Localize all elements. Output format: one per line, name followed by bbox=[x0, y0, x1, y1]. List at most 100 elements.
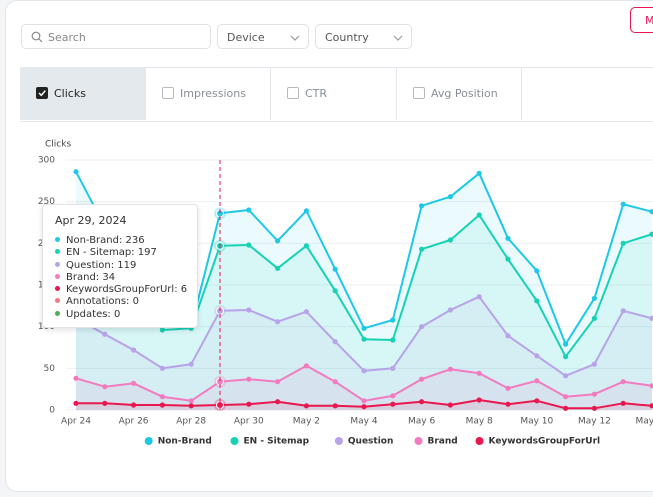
data-point bbox=[332, 379, 338, 385]
data-point bbox=[649, 315, 653, 321]
data-point bbox=[102, 400, 108, 406]
tooltip-text: Updates: 0 bbox=[66, 308, 121, 320]
x-tick-label: May 6 bbox=[408, 417, 435, 427]
x-tick-label: May 8 bbox=[466, 417, 493, 427]
data-point bbox=[131, 347, 137, 353]
data-point bbox=[447, 402, 453, 408]
x-tick-label: Apr 30 bbox=[234, 417, 264, 427]
device-dropdown[interactable]: Device bbox=[217, 24, 309, 49]
data-point bbox=[102, 331, 108, 337]
data-point bbox=[361, 398, 367, 404]
data-point bbox=[275, 379, 281, 385]
tooltip-text: Non-Brand: 236 bbox=[66, 235, 145, 246]
legend-label: Brand bbox=[428, 437, 458, 447]
legend-label: KeywordsGroupForUrl bbox=[489, 437, 601, 447]
data-point bbox=[591, 405, 598, 411]
legend-marker bbox=[414, 437, 423, 445]
tab-ctr[interactable]: CTR bbox=[271, 67, 397, 120]
data-point bbox=[73, 375, 79, 381]
y-tick-label: 250 bbox=[38, 197, 55, 207]
data-point bbox=[505, 385, 511, 391]
tooltip-title: Apr 29, 2024 bbox=[55, 214, 127, 227]
tab-impressions[interactable]: Impressions bbox=[146, 67, 271, 120]
data-point bbox=[534, 398, 540, 404]
data-point bbox=[476, 294, 482, 300]
checkbox bbox=[162, 87, 174, 99]
data-point bbox=[620, 308, 626, 314]
data-point bbox=[275, 319, 281, 325]
legend-label: Non-Brand bbox=[158, 437, 212, 447]
data-point bbox=[332, 339, 338, 345]
data-point bbox=[591, 391, 598, 397]
data-point bbox=[563, 373, 569, 379]
tooltip-rows: Non-Brand: 236 EN - Sitemap: 197 Question:… bbox=[55, 235, 197, 321]
tab-strip bbox=[20, 67, 653, 122]
data-point bbox=[246, 401, 252, 407]
data-point bbox=[332, 288, 338, 294]
x-tick-label: May 2 bbox=[293, 417, 320, 427]
data-point bbox=[361, 325, 367, 331]
legend-marker bbox=[475, 437, 484, 445]
data-point bbox=[534, 298, 540, 304]
device-label: Device bbox=[227, 31, 265, 44]
data-point bbox=[390, 337, 396, 343]
tab-label: Avg Position bbox=[431, 87, 498, 100]
country-dropdown[interactable]: Country bbox=[315, 24, 412, 49]
data-point bbox=[505, 333, 511, 339]
data-point bbox=[505, 256, 511, 262]
tooltip-dot bbox=[55, 261, 60, 267]
data-point bbox=[563, 341, 569, 347]
tab-clicks[interactable]: Clicks bbox=[20, 67, 146, 120]
data-point bbox=[476, 212, 482, 218]
search-box[interactable]: Search bbox=[21, 24, 211, 49]
x-tick-label: May 10 bbox=[520, 417, 553, 427]
x-tick-label: Apr 28 bbox=[176, 417, 206, 427]
tooltip-dot bbox=[55, 237, 60, 242]
data-point bbox=[447, 307, 453, 313]
data-point bbox=[649, 209, 653, 215]
data-point bbox=[188, 398, 194, 404]
action-button[interactable]: M bbox=[630, 7, 653, 33]
tooltip-dot bbox=[55, 273, 60, 279]
data-point bbox=[159, 394, 165, 400]
tab-label: CTR bbox=[305, 87, 328, 100]
data-point bbox=[131, 402, 137, 408]
data-point bbox=[620, 201, 626, 207]
data-point bbox=[419, 324, 425, 330]
data-point bbox=[246, 242, 252, 248]
search-icon bbox=[31, 31, 43, 43]
tooltip-row: EN - Sitemap: 197 bbox=[55, 247, 197, 259]
x-tick-label: Apr 24 bbox=[61, 417, 91, 427]
tooltip-dot bbox=[55, 298, 60, 304]
data-point bbox=[303, 363, 309, 369]
y-axis-title: Clicks bbox=[45, 140, 71, 150]
x-tick-label: May 12 bbox=[578, 417, 611, 427]
data-point bbox=[361, 336, 367, 342]
tab-avg-position[interactable]: Avg Position bbox=[397, 67, 522, 120]
data-point bbox=[159, 365, 165, 371]
data-point bbox=[505, 401, 511, 407]
data-point bbox=[620, 240, 626, 246]
data-point bbox=[332, 403, 338, 409]
checkbox bbox=[413, 87, 425, 99]
tooltip-row: Updates: 0 bbox=[55, 309, 197, 321]
data-point bbox=[649, 383, 653, 389]
tooltip-row: Annotations: 0 bbox=[55, 296, 197, 308]
y-tick-label: 300 bbox=[38, 156, 55, 166]
y-tick-label: 50 bbox=[44, 364, 56, 374]
data-point bbox=[534, 353, 540, 359]
data-point bbox=[73, 400, 79, 406]
data-point bbox=[447, 366, 453, 372]
tooltip-row: Brand: 34 bbox=[55, 272, 197, 284]
y-tick-label: 0 bbox=[49, 406, 55, 416]
tooltip: Apr 29, 2024 Non-Brand: 236 EN - Sitemap:… bbox=[42, 204, 198, 328]
data-point bbox=[246, 307, 252, 313]
data-point bbox=[102, 384, 108, 390]
legend-marker bbox=[334, 437, 343, 445]
tooltip-row: KeywordsGroupForUrl: 6 bbox=[55, 284, 197, 296]
data-point bbox=[275, 265, 281, 271]
data-point bbox=[390, 393, 396, 399]
data-point bbox=[246, 207, 252, 213]
